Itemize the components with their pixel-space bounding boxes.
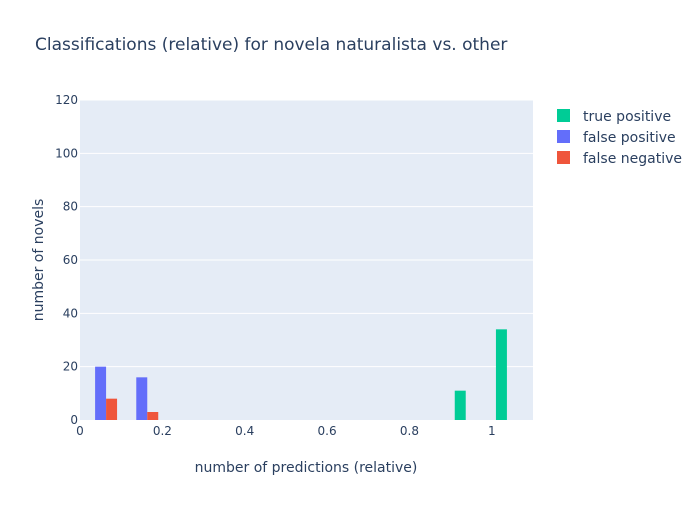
bar-true-positive-bin-2[interactable] <box>454 390 466 420</box>
y-tick-label-4: 80 <box>63 200 78 214</box>
y-tick-label-3: 60 <box>63 253 78 267</box>
x-tick-label-1: 0.2 <box>153 424 172 438</box>
x-tick-label-2: 0.4 <box>235 424 254 438</box>
bars <box>95 329 507 420</box>
y-tick-label-0: 0 <box>70 413 78 427</box>
x-axis-title: number of predictions (relative) <box>195 460 418 476</box>
bar-true-positive-bin-3[interactable] <box>495 329 507 420</box>
legend: true positive false positive false negativ… <box>557 109 682 167</box>
y-axis-ticks: 0 20 40 60 80 100 120 <box>55 93 78 427</box>
y-tick-label-1: 20 <box>63 360 78 374</box>
x-axis-ticks: 0 0.2 0.4 0.6 0.8 1 <box>76 424 495 438</box>
legend-swatch-0 <box>557 109 570 122</box>
legend-swatch-2 <box>557 151 570 164</box>
bar-false-positive-bin-1[interactable] <box>136 377 148 420</box>
legend-swatch-1 <box>557 130 570 143</box>
chart-title: Classifications (relative) for novela na… <box>35 35 507 55</box>
legend-item-false-positive[interactable]: false positive <box>557 130 676 146</box>
y-tick-label-5: 100 <box>55 146 78 160</box>
x-tick-label-3: 0.6 <box>318 424 337 438</box>
x-tick-label-5: 1 <box>488 424 496 438</box>
legend-label-2: false negative <box>583 151 682 167</box>
legend-item-true-positive[interactable]: true positive <box>557 109 671 125</box>
gridlines <box>80 99 533 368</box>
legend-label-0: true positive <box>583 109 671 125</box>
y-axis-title: number of novels <box>31 199 47 322</box>
bar-false-positive-bin-0[interactable] <box>95 366 107 420</box>
x-tick-label-0: 0 <box>76 424 84 438</box>
legend-item-false-negative[interactable]: false negative <box>557 151 682 167</box>
bar-false-negative-bin-0[interactable] <box>106 398 118 420</box>
y-tick-label-2: 40 <box>63 306 78 320</box>
bar-false-negative-bin-1[interactable] <box>147 412 159 420</box>
legend-label-1: false positive <box>583 130 676 146</box>
x-tick-label-4: 0.8 <box>400 424 419 438</box>
y-tick-label-6: 120 <box>55 93 78 107</box>
